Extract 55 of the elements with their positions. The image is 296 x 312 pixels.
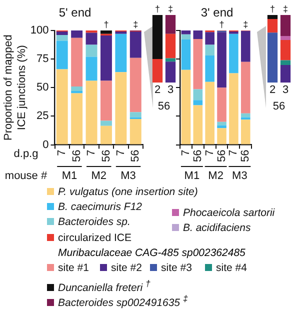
text: Muribaculaceae CAG-485 sp002362485 bbox=[58, 247, 246, 259]
text: mouse # bbox=[4, 170, 48, 182]
x-tick-label: 2 bbox=[269, 84, 276, 96]
legend-label: Phocaeicola sartorii bbox=[183, 207, 275, 219]
text: d.p.g bbox=[14, 148, 38, 160]
y-tick-label: 50 bbox=[36, 82, 49, 94]
legend-label: circularized ICE bbox=[58, 232, 132, 244]
x-tick-label: 56 bbox=[70, 150, 83, 162]
text: ‡ bbox=[133, 19, 138, 30]
x-tick-label: 7 bbox=[114, 150, 127, 156]
text: † bbox=[104, 19, 109, 30]
x-tick-label: 2 bbox=[154, 84, 161, 96]
legend-label: P. vulgatus (one insertion site) bbox=[58, 186, 198, 198]
x-tick-label: 7 bbox=[86, 150, 98, 156]
legend-label: B. caecimuris F12 bbox=[58, 201, 142, 213]
x-tick-label: 56 bbox=[216, 150, 228, 162]
x-tick-label: 7 bbox=[56, 150, 68, 156]
text: ‡ bbox=[282, 4, 288, 14]
x-tick-label: 7 bbox=[204, 150, 216, 156]
y-tick-label: 100 bbox=[30, 24, 49, 36]
text: † bbox=[219, 19, 224, 30]
text: M1 bbox=[184, 170, 200, 182]
text: M3 bbox=[120, 170, 136, 182]
legend-label: site #2 bbox=[111, 262, 142, 274]
legend-label: Bacteroides sp. bbox=[58, 216, 130, 228]
x-tick-label: 56 bbox=[192, 150, 204, 162]
y-axis-title: Proportion of mapped ICE junctions (%) bbox=[2, 34, 28, 140]
text: M1 bbox=[62, 170, 78, 182]
legend-label: site #3 bbox=[161, 262, 192, 274]
text: † bbox=[154, 4, 160, 14]
x-tick-label: 7 bbox=[228, 150, 240, 156]
text: M2 bbox=[91, 170, 107, 182]
text: M3 bbox=[232, 170, 248, 182]
text: M2 bbox=[208, 170, 224, 182]
chart-title: 5' end bbox=[58, 6, 92, 20]
legend-label: Duncaniella freteri $^{†}$ bbox=[58, 278, 150, 294]
x-tick-label: 56 bbox=[130, 150, 142, 162]
x-tick-label: 56 bbox=[100, 150, 112, 162]
legend-label: site #4 bbox=[216, 262, 247, 274]
text: ‡ bbox=[168, 4, 174, 14]
x-axis-title: 56 bbox=[272, 100, 286, 112]
text: † bbox=[270, 4, 276, 14]
legend-label: site #1 bbox=[58, 262, 89, 274]
x-tick-label: 7 bbox=[180, 150, 192, 156]
y-tick-label: 25 bbox=[36, 110, 49, 122]
x-tick-label: 56 bbox=[240, 150, 252, 162]
legend-label: B. acidifaciens bbox=[183, 222, 251, 234]
x-tick-label: 3 bbox=[167, 84, 174, 96]
chart-title: 3' end bbox=[200, 6, 234, 20]
x-tick-label: 3 bbox=[282, 84, 289, 96]
x-axis-title: 56 bbox=[158, 100, 170, 112]
legend-label: Bacteroides sp002491635 $^{‡}$ bbox=[58, 293, 188, 308]
y-tick-label: 0 bbox=[42, 138, 49, 151]
y-tick-label: 75 bbox=[36, 53, 49, 66]
text: ‡ bbox=[243, 19, 248, 30]
